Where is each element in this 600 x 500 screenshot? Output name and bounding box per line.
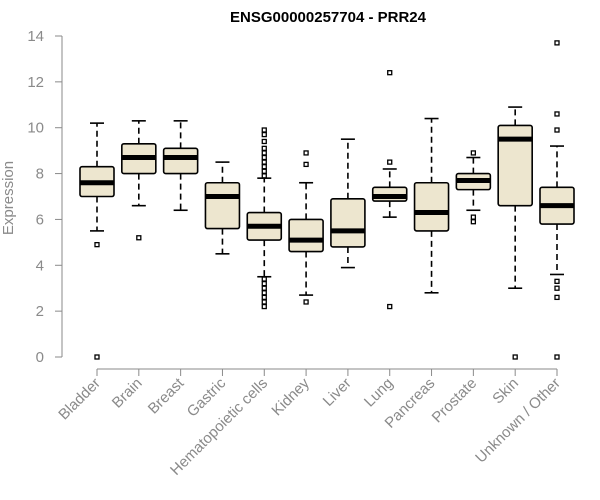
x-tick-label: Brain <box>109 375 146 412</box>
x-tick-label: Bladder <box>55 375 104 424</box>
y-tick-label: 10 <box>27 120 44 137</box>
outlier-point <box>303 150 309 156</box>
outlier-point <box>554 285 560 291</box>
outlier-point <box>261 168 267 174</box>
x-tick-label: Liver <box>320 375 355 410</box>
y-axis-label: Expression <box>0 161 17 235</box>
y-axis-ticks: 0 2 4 6 8 10 12 14 <box>27 28 62 366</box>
x-tick-label: Kidney <box>268 374 313 419</box>
outlier-point <box>261 280 267 287</box>
outlier-point <box>94 241 100 248</box>
outlier-point <box>261 303 267 310</box>
x-tick-label: Prostate <box>429 375 481 427</box>
box-group <box>330 138 366 269</box>
box-group <box>121 120 157 241</box>
outlier-point <box>261 290 267 296</box>
box-series <box>79 40 575 360</box>
x-tick-label: Skin <box>489 375 522 408</box>
x-tick-label: Breast <box>145 374 188 417</box>
box-iqr <box>162 147 199 175</box>
box-group <box>371 70 408 310</box>
box-group <box>288 150 324 305</box>
outlier-point <box>387 303 393 310</box>
outlier-point <box>387 70 393 76</box>
outlier-point <box>136 235 142 241</box>
y-tick-label: 14 <box>27 28 44 45</box>
box-group <box>204 161 241 255</box>
outlier-point <box>261 164 267 170</box>
outlier-point <box>261 145 267 152</box>
y-tick-label: 8 <box>36 166 44 183</box>
outlier-point <box>94 354 100 360</box>
box-group <box>162 120 199 212</box>
outlier-point <box>554 40 560 46</box>
box-group <box>79 122 115 360</box>
outlier-point <box>470 150 477 156</box>
outlier-point <box>387 159 393 165</box>
box-iqr <box>204 181 241 230</box>
box-iqr <box>413 181 450 232</box>
box-group <box>497 106 533 360</box>
y-tick-label: 2 <box>36 303 44 320</box>
x-tick-label: Lung <box>361 375 397 411</box>
box-group <box>455 150 492 225</box>
outlier-point <box>261 294 267 301</box>
box-group <box>539 40 575 360</box>
outlier-point <box>261 299 267 305</box>
outlier-point <box>261 159 267 165</box>
y-tick-label: 0 <box>36 349 44 366</box>
box-iqr <box>288 218 324 253</box>
outlier-point <box>554 127 560 133</box>
outlier-point <box>303 299 309 305</box>
y-tick-label: 4 <box>36 257 44 274</box>
outlier-point <box>512 354 518 360</box>
outlier-point <box>554 278 560 284</box>
box-group <box>246 127 283 310</box>
outlier-point <box>554 294 560 301</box>
outlier-point <box>470 219 477 225</box>
outlier-point <box>303 161 309 168</box>
outlier-point <box>261 138 267 145</box>
outlier-point <box>470 214 477 220</box>
outlier-point <box>261 285 267 291</box>
chart-title: ENSG00000257704 - PRR24 <box>230 9 427 26</box>
box-iqr <box>497 124 533 207</box>
y-tick-label: 6 <box>36 211 44 228</box>
outlier-point <box>261 173 267 179</box>
outlier-point <box>261 131 267 138</box>
box-group <box>413 117 450 294</box>
outlier-point <box>554 354 560 360</box>
outlier-point <box>261 150 267 156</box>
outlier-point <box>554 111 560 117</box>
outlier-point <box>261 154 267 161</box>
y-tick-label: 12 <box>27 74 44 91</box>
box-iqr <box>330 197 366 248</box>
outlier-point <box>261 276 267 282</box>
outlier-point <box>261 127 267 133</box>
